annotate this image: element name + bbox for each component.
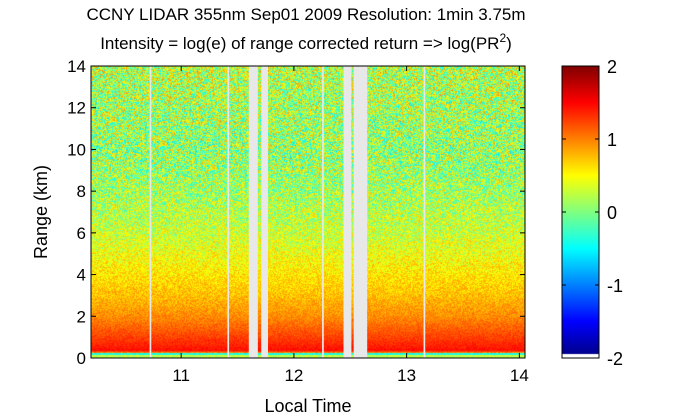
y-axis-ticks: 0 2 4 6 8 10 12 14 — [67, 57, 525, 368]
y-tick-label: 10 — [67, 140, 86, 159]
x-tick-label: 11 — [172, 366, 190, 385]
colorbar-tick-label: 2 — [607, 57, 617, 77]
y-tick-label: 6 — [77, 224, 86, 243]
colorbar-tick-label: 0 — [607, 203, 617, 223]
title-line-2: Intensity = log(e) of range corrected re… — [100, 31, 512, 53]
plot-frame — [90, 65, 526, 359]
colorbar: -2 -1 0 1 2 — [561, 57, 623, 369]
data-gap — [261, 66, 268, 358]
title-line-2-suffix: ) — [506, 34, 512, 53]
colorbar-tick-label: -1 — [607, 276, 623, 296]
x-tick-label: 14 — [510, 366, 529, 385]
colorbar-tick-label: 1 — [607, 130, 617, 150]
y-tick-label: 4 — [77, 266, 86, 285]
intensity-heatmap — [91, 66, 525, 358]
data-gap — [248, 66, 258, 358]
y-tick-label: 2 — [77, 307, 86, 326]
title-line-2-prefix: Intensity = log(e) of range corrected re… — [100, 34, 499, 53]
x-tick-label: 12 — [284, 366, 303, 385]
data-gap — [353, 66, 368, 358]
data-gap — [322, 66, 324, 358]
y-axis-label: Range (km) — [31, 165, 51, 259]
plot-area: 11 12 13 14 0 2 4 6 8 10 12 14 — [67, 57, 529, 385]
data-gap — [227, 66, 230, 358]
y-tick-label: 12 — [67, 99, 86, 118]
data-gap — [343, 66, 352, 358]
y-tick-label: 0 — [77, 349, 86, 368]
colorbar-ticks: -2 -1 0 1 2 — [562, 57, 623, 369]
x-axis-ticks: 11 12 13 14 — [172, 66, 529, 385]
colorbar-gradient — [562, 66, 599, 358]
title-line-2-superscript: 2 — [499, 31, 506, 45]
data-gap — [423, 66, 426, 358]
x-tick-label: 13 — [397, 366, 416, 385]
data-gaps — [149, 66, 426, 358]
chart-title: CCNY LIDAR 355nm Sep01 2009 Resolution: … — [86, 5, 525, 53]
y-tick-label: 14 — [67, 57, 86, 76]
y-tick-label: 8 — [77, 182, 86, 201]
data-gap — [149, 66, 152, 358]
colorbar-tick-label: -2 — [607, 349, 623, 369]
title-line-1: CCNY LIDAR 355nm Sep01 2009 Resolution: … — [86, 5, 525, 24]
x-axis-label: Local Time — [264, 396, 351, 416]
